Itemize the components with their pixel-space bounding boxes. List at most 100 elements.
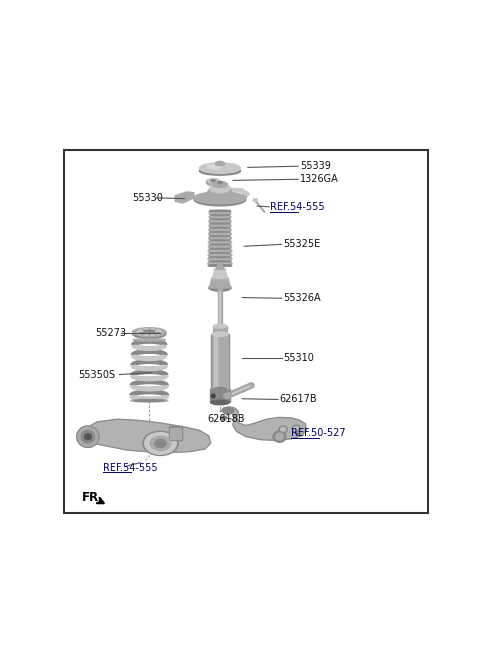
Ellipse shape [209, 244, 231, 245]
Text: 55350S: 55350S [79, 370, 116, 380]
Text: 55339: 55339 [300, 161, 331, 171]
Ellipse shape [209, 252, 231, 254]
Ellipse shape [209, 211, 231, 215]
Text: REF.54-555: REF.54-555 [103, 463, 157, 472]
Ellipse shape [200, 167, 240, 175]
Ellipse shape [210, 183, 230, 193]
Ellipse shape [194, 193, 246, 206]
Ellipse shape [209, 284, 231, 291]
Ellipse shape [294, 426, 299, 430]
Bar [218, 289, 222, 326]
Ellipse shape [209, 236, 231, 237]
Bar [168, 426, 182, 440]
Text: 55273: 55273 [96, 328, 126, 338]
Bar [219, 289, 220, 326]
Polygon shape [228, 188, 250, 198]
Ellipse shape [209, 223, 230, 224]
Text: FR.: FR. [82, 491, 104, 504]
Ellipse shape [144, 432, 176, 454]
Ellipse shape [209, 227, 230, 228]
Ellipse shape [224, 393, 231, 398]
Ellipse shape [209, 210, 231, 212]
Ellipse shape [206, 179, 220, 185]
Ellipse shape [281, 428, 286, 431]
Ellipse shape [211, 179, 216, 182]
Ellipse shape [213, 388, 227, 392]
Ellipse shape [208, 240, 231, 245]
Ellipse shape [207, 165, 222, 168]
Ellipse shape [210, 219, 230, 220]
Bar [210, 390, 230, 403]
Ellipse shape [209, 261, 231, 262]
Text: 55325E: 55325E [283, 239, 321, 250]
Ellipse shape [211, 400, 229, 405]
Polygon shape [81, 419, 211, 453]
Ellipse shape [150, 436, 171, 451]
Ellipse shape [208, 179, 218, 183]
Ellipse shape [81, 430, 95, 443]
Ellipse shape [222, 417, 226, 420]
Ellipse shape [208, 257, 232, 261]
Bar [211, 334, 229, 390]
Ellipse shape [132, 328, 166, 336]
Bar [170, 428, 180, 439]
Text: 55330: 55330 [132, 193, 163, 203]
Ellipse shape [276, 434, 284, 440]
Ellipse shape [212, 332, 228, 336]
Ellipse shape [208, 265, 232, 266]
Ellipse shape [225, 394, 228, 398]
Ellipse shape [137, 328, 161, 336]
Text: REF.50-527: REF.50-527 [290, 428, 345, 438]
Ellipse shape [134, 399, 164, 401]
Polygon shape [175, 192, 194, 203]
Polygon shape [220, 407, 306, 440]
Text: 55326A: 55326A [283, 293, 321, 304]
Ellipse shape [215, 267, 226, 271]
Ellipse shape [144, 330, 155, 334]
Ellipse shape [77, 426, 99, 447]
Bar [212, 334, 228, 390]
Ellipse shape [133, 339, 166, 341]
Text: 62618B: 62618B [207, 414, 244, 424]
Ellipse shape [218, 263, 222, 266]
Bar [213, 326, 227, 334]
Ellipse shape [213, 181, 228, 187]
Ellipse shape [208, 248, 232, 253]
Ellipse shape [209, 215, 231, 219]
Ellipse shape [216, 162, 225, 166]
Ellipse shape [209, 232, 231, 237]
Ellipse shape [213, 325, 227, 328]
Ellipse shape [132, 328, 166, 338]
Ellipse shape [200, 163, 240, 173]
Polygon shape [213, 269, 228, 279]
Text: 62617B: 62617B [279, 394, 317, 405]
Ellipse shape [208, 265, 231, 266]
Ellipse shape [131, 399, 168, 402]
Ellipse shape [208, 253, 232, 258]
Polygon shape [210, 279, 230, 288]
Bar [214, 334, 216, 390]
Ellipse shape [223, 407, 234, 414]
Ellipse shape [292, 425, 300, 432]
Ellipse shape [155, 440, 166, 447]
Ellipse shape [273, 431, 286, 442]
Text: 1326GA: 1326GA [300, 174, 339, 184]
Text: REF.54-555: REF.54-555 [270, 202, 325, 212]
Ellipse shape [209, 219, 231, 224]
Ellipse shape [211, 394, 215, 398]
Ellipse shape [143, 431, 178, 455]
Ellipse shape [209, 257, 231, 258]
Ellipse shape [279, 426, 288, 432]
Ellipse shape [221, 416, 227, 420]
Text: 55310: 55310 [283, 353, 314, 363]
Ellipse shape [218, 181, 222, 184]
Ellipse shape [209, 223, 231, 228]
Ellipse shape [208, 185, 232, 200]
Ellipse shape [209, 240, 231, 241]
Ellipse shape [208, 244, 232, 249]
Ellipse shape [209, 227, 231, 232]
Ellipse shape [218, 288, 222, 290]
Ellipse shape [194, 192, 246, 204]
Ellipse shape [84, 434, 91, 440]
Ellipse shape [209, 231, 231, 233]
